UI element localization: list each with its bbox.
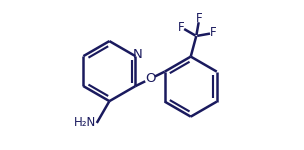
Text: F: F xyxy=(210,27,217,39)
Text: F: F xyxy=(178,21,185,34)
Text: O: O xyxy=(145,72,155,85)
Text: H₂N: H₂N xyxy=(74,116,96,129)
Text: F: F xyxy=(196,12,202,25)
Text: N: N xyxy=(133,48,143,61)
